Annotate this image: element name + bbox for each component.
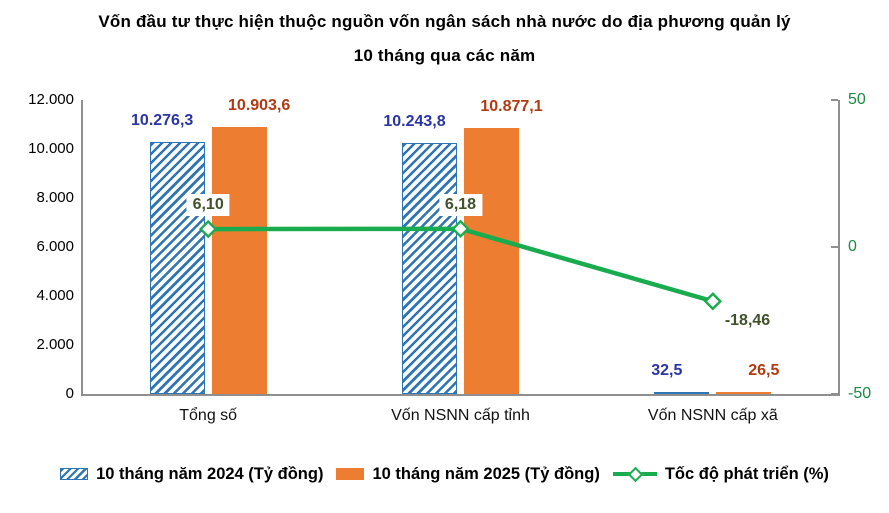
right-axis-tick-mark bbox=[831, 393, 838, 395]
bar-value-label: 32,5 bbox=[651, 361, 683, 379]
right-axis-tick-mark bbox=[831, 246, 838, 248]
category-label: Tổng số bbox=[179, 407, 238, 424]
right-axis-tick: -50 bbox=[848, 385, 872, 402]
bar-2025 bbox=[464, 127, 519, 394]
left-axis-tick: 6.000 bbox=[36, 238, 74, 255]
legend-label-growth: Tốc độ phát triển (%) bbox=[664, 464, 829, 483]
chart-title-line1: Vốn đầu tư thực hiện thuộc nguồn vốn ngâ… bbox=[98, 12, 791, 31]
growth-line bbox=[208, 226, 714, 304]
legend-item-2024: 10 tháng năm 2024 (Tỷ đồng) bbox=[60, 465, 323, 484]
bar-2025 bbox=[211, 126, 267, 394]
hatched-bar-swatch-icon bbox=[60, 468, 89, 480]
left-axis-tick: 12.000 bbox=[28, 91, 74, 108]
left-axis-tick: 0 bbox=[65, 385, 74, 402]
growth-value-label: -18,46 bbox=[718, 310, 777, 333]
bar-value-label: 10.243,8 bbox=[383, 113, 446, 131]
right-axis-line bbox=[838, 100, 840, 396]
chart-title-line2: 10 tháng qua các năm bbox=[353, 46, 536, 65]
x-axis-line bbox=[81, 394, 840, 396]
left-axis-tick: 8.000 bbox=[36, 189, 74, 206]
solid-bar-swatch-icon bbox=[336, 468, 365, 480]
bar-value-label: 10.276,3 bbox=[131, 112, 194, 130]
left-axis-tick: 10.000 bbox=[28, 140, 74, 157]
left-axis-tick: 2.000 bbox=[36, 336, 74, 353]
diamond-marker-icon bbox=[703, 292, 723, 311]
bar-2024 bbox=[149, 142, 205, 394]
legend-item-2025: 10 tháng năm 2025 (Tỷ đồng) bbox=[336, 464, 600, 484]
growth-value-label: 6,10 bbox=[186, 194, 230, 217]
category-label: Vốn NSNN cấp xã bbox=[647, 407, 778, 424]
legend-label-2025: 10 tháng năm 2025 (Tỷ đồng) bbox=[372, 464, 600, 483]
right-axis-tick: 0 bbox=[848, 238, 857, 255]
right-axis-tick-mark bbox=[831, 99, 838, 101]
bar-value-label: 10.877,1 bbox=[480, 97, 543, 115]
bar-2025 bbox=[716, 391, 772, 394]
bar-value-label: 10.903,6 bbox=[228, 96, 291, 114]
bar-2024 bbox=[402, 143, 457, 394]
legend-label-2024: 10 tháng năm 2024 (Tỷ đồng) bbox=[96, 464, 324, 483]
left-axis-line bbox=[81, 100, 83, 396]
legend: 10 tháng năm 2024 (Tỷ đồng) 10 tháng năm… bbox=[0, 461, 889, 487]
left-axis-tick: 4.000 bbox=[36, 287, 74, 304]
legend-item-growth: Tốc độ phát triển (%) bbox=[612, 464, 829, 484]
line-diamond-swatch-icon bbox=[612, 466, 657, 483]
growth-value-label: 6,18 bbox=[438, 193, 483, 216]
bar-value-label: 26,5 bbox=[748, 361, 780, 379]
right-axis-tick: 50 bbox=[848, 91, 866, 108]
bar-2024 bbox=[654, 391, 710, 394]
category-label: Vốn NSNN cấp tỉnh bbox=[391, 407, 530, 424]
